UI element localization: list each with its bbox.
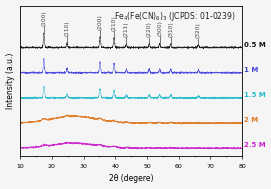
Text: (310): (310) <box>168 21 173 37</box>
Text: (200): (200) <box>98 14 102 29</box>
Text: 1 M: 1 M <box>244 67 258 73</box>
Text: (211): (211) <box>124 21 129 37</box>
Text: (100): (100) <box>41 10 46 26</box>
Y-axis label: Intensity (a.u.): Intensity (a.u.) <box>6 53 15 109</box>
Text: Fe$_4$(Fe(CN)$_6$)$_3$ (JCPDS: 01-0239): Fe$_4$(Fe(CN)$_6$)$_3$ (JCPDS: 01-0239) <box>114 10 235 23</box>
X-axis label: 2θ (degere): 2θ (degere) <box>109 174 153 184</box>
Text: (320): (320) <box>196 22 201 38</box>
Text: 1.5 M: 1.5 M <box>244 92 266 98</box>
Text: (210): (210) <box>112 15 117 31</box>
Text: (110): (110) <box>64 20 70 36</box>
Text: (220): (220) <box>147 21 152 37</box>
Text: 2 M: 2 M <box>244 117 258 123</box>
Text: 0.5 M: 0.5 M <box>244 42 266 48</box>
Text: (300): (300) <box>157 20 162 36</box>
Text: 2.5 M: 2.5 M <box>244 143 265 149</box>
